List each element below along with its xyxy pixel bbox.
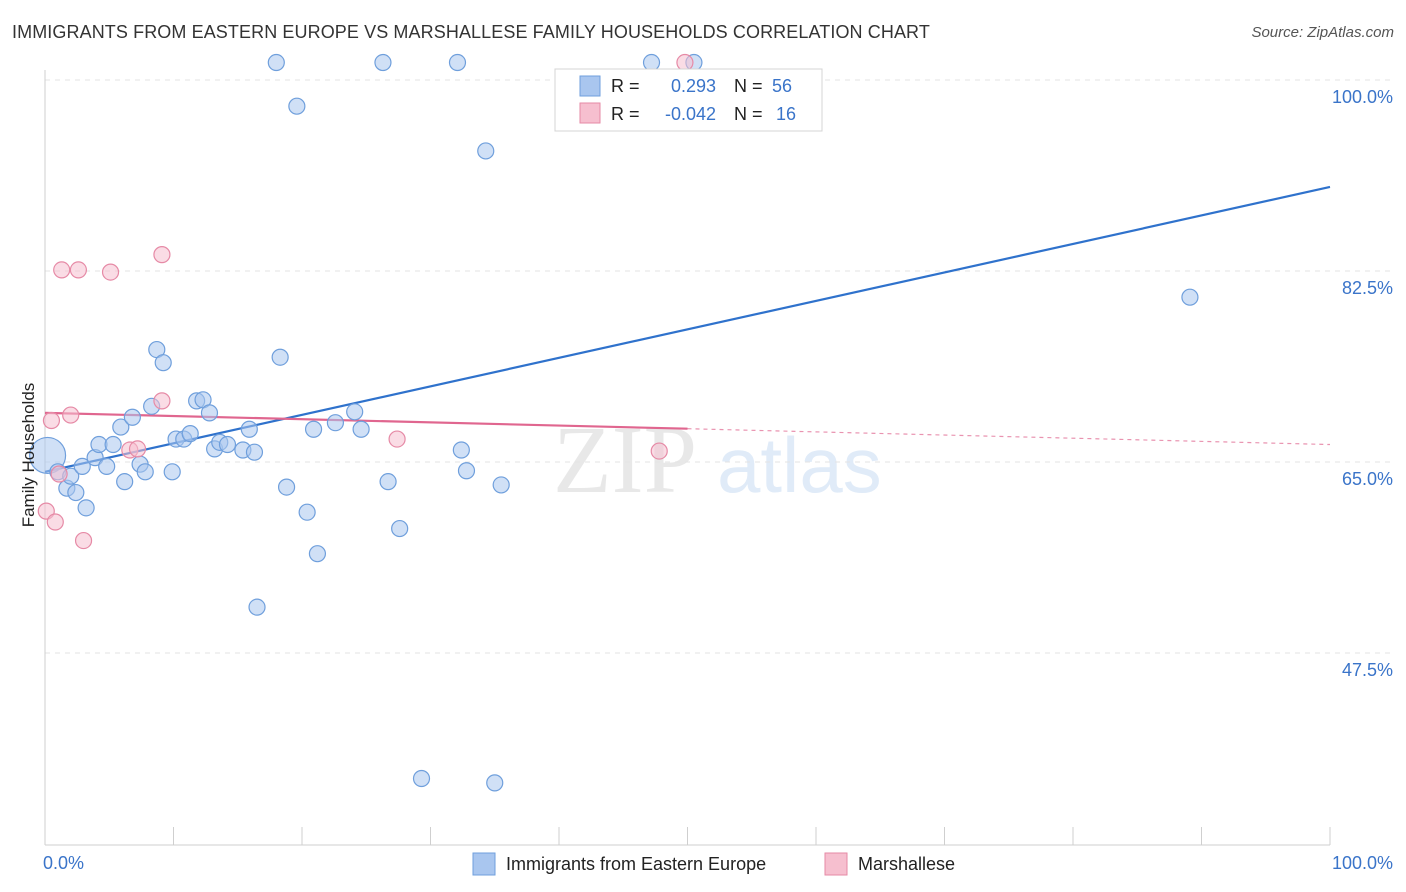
point-eastern-europe — [391, 519, 409, 538]
point-eastern-europe — [200, 404, 219, 422]
y-tick-label: 65.0% — [1342, 469, 1393, 489]
stats-swatch-pink — [579, 102, 601, 124]
point-marshallese — [101, 263, 120, 281]
point-eastern-europe — [298, 503, 316, 521]
point-eastern-europe — [116, 473, 134, 491]
point-eastern-europe — [271, 348, 289, 366]
point-marshallese — [650, 442, 668, 460]
point-eastern-europe — [374, 53, 392, 72]
y-tick-label: 100.0% — [1332, 87, 1393, 107]
point-eastern-europe — [181, 425, 199, 443]
point-marshallese — [42, 411, 61, 430]
trend-line-eastern-europe — [44, 185, 1331, 473]
point-eastern-europe — [73, 457, 91, 475]
point-eastern-europe — [112, 418, 130, 436]
point-marshallese — [128, 440, 147, 458]
point-marshallese — [50, 465, 68, 483]
point-marshallese — [69, 261, 88, 279]
stats-swatch-blue — [579, 75, 601, 97]
point-eastern-europe — [326, 414, 345, 432]
point-eastern-europe — [352, 420, 370, 438]
x-tick-label-min: 0.0% — [43, 853, 84, 873]
point-eastern-europe — [104, 435, 122, 454]
point-marshallese — [676, 53, 694, 72]
point-eastern-europe — [218, 435, 237, 454]
stats-r-value-blue: 0.293 — [671, 76, 716, 96]
point-eastern-europe — [379, 473, 397, 491]
y-tick-label: 47.5% — [1342, 660, 1393, 680]
point-eastern-europe — [154, 354, 172, 372]
point-marshallese — [46, 513, 64, 531]
data-points — [28, 53, 1199, 792]
series-legend: Immigrants from Eastern Europe Marshalle… — [472, 852, 955, 876]
tick-labels: 47.5% 65.0% 82.5% 100.0% 0.0% 100.0% — [43, 87, 1393, 873]
watermark: ZIP atlas — [553, 406, 882, 513]
legend-swatch-eastern-europe — [472, 852, 496, 876]
point-eastern-europe — [486, 774, 504, 792]
point-eastern-europe — [245, 443, 264, 461]
point-eastern-europe — [346, 403, 364, 421]
point-eastern-europe — [277, 478, 296, 496]
point-eastern-europe — [163, 463, 181, 481]
chart-title: IMMIGRANTS FROM EASTERN EUROPE VS MARSHA… — [12, 22, 930, 42]
point-eastern-europe — [77, 499, 95, 517]
point-eastern-europe — [136, 463, 154, 481]
point-eastern-europe — [98, 457, 116, 475]
watermark-zip: ZIP — [553, 406, 697, 513]
trend-lines — [44, 185, 1331, 473]
point-eastern-europe — [1181, 288, 1199, 306]
watermark-atlas: atlas — [717, 421, 882, 509]
stats-n-value-pink: 16 — [776, 104, 796, 124]
point-marshallese — [53, 261, 71, 279]
point-eastern-europe — [248, 598, 266, 616]
point-eastern-europe — [477, 142, 495, 160]
point-eastern-europe — [67, 483, 85, 502]
stats-n-label-blue: N = — [734, 76, 763, 96]
x-tick-label-max: 100.0% — [1332, 853, 1393, 873]
point-marshallese — [388, 430, 406, 448]
stats-r-label-pink: R = — [611, 104, 640, 124]
point-marshallese — [74, 531, 93, 550]
gridlines — [45, 79, 1392, 654]
point-eastern-europe — [492, 476, 510, 494]
point-eastern-europe — [288, 97, 306, 115]
stats-n-value-blue: 56 — [772, 76, 792, 96]
point-eastern-europe — [240, 420, 258, 438]
stats-legend: R = 0.293 N = 56 R = -0.042 N = 16 — [554, 68, 823, 132]
legend-swatch-marshallese — [824, 852, 848, 876]
point-eastern-europe — [123, 408, 141, 426]
trend-line-marshallese-extension — [687, 428, 1331, 446]
trend-line-marshallese — [44, 411, 688, 430]
source-credit: Source: ZipAtlas.com — [1251, 24, 1394, 41]
y-tick-label: 82.5% — [1342, 278, 1393, 298]
point-eastern-europe — [448, 53, 467, 72]
point-eastern-europe — [412, 769, 431, 788]
point-eastern-europe — [267, 53, 285, 72]
point-marshallese — [153, 246, 171, 264]
point-eastern-europe — [452, 441, 470, 459]
stats-n-label-pink: N = — [734, 104, 763, 124]
point-marshallese — [62, 406, 80, 424]
point-eastern-europe — [457, 462, 476, 480]
point-eastern-europe — [642, 53, 661, 72]
point-eastern-europe — [308, 545, 327, 563]
legend-label-marshallese: Marshallese — [858, 854, 955, 874]
stats-r-label-blue: R = — [611, 76, 640, 96]
point-marshallese — [153, 392, 171, 410]
point-eastern-europe — [304, 420, 323, 438]
stats-r-value-pink: -0.042 — [665, 104, 716, 124]
legend-label-eastern-europe: Immigrants from Eastern Europe — [506, 854, 766, 874]
y-axis-label: Family Households — [19, 382, 38, 528]
